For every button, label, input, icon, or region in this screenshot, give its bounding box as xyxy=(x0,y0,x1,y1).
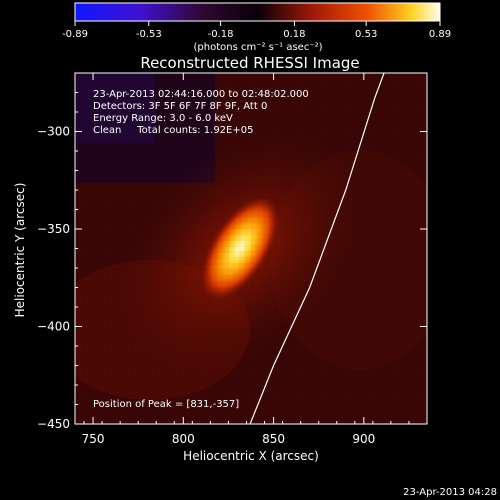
x-axis-label: Heliocentric X (arcsec) xyxy=(183,449,319,463)
footer-timestamp: 23-Apr-2013 04:28 xyxy=(403,487,497,498)
x-tick-label: 850 xyxy=(262,432,285,446)
colorbar-units: (photons cm⁻² s⁻¹ asec⁻²) xyxy=(193,42,322,53)
annotation-energy: Energy Range: 3.0 - 6.0 keV xyxy=(93,113,233,124)
solar-limb-curve xyxy=(249,73,385,424)
colorbar-tick-label: 0.18 xyxy=(283,29,305,40)
y-tick-label: −300 xyxy=(37,125,70,139)
colorbar-tick-label: 0.89 xyxy=(429,29,451,40)
colorbar xyxy=(74,2,441,22)
colorbar-ticks: -0.89 -0.53 -0.18 0.18 0.53 0.89 xyxy=(62,21,451,40)
x-axis: 750 800 850 900 xyxy=(82,73,410,446)
y-axis-label: Heliocentric Y (arcsec) xyxy=(13,183,27,318)
colorbar-tick-label: -0.53 xyxy=(136,29,162,40)
y-tick-label: −450 xyxy=(37,417,70,431)
x-tick-label: 750 xyxy=(82,432,105,446)
colorbar-tick-label: -0.18 xyxy=(208,29,234,40)
annotation-detectors: Detectors: 3F 5F 6F 7F 8F 9F, Att 0 xyxy=(93,101,267,112)
annotation-clean: Clean Total counts: 1.92E+05 xyxy=(93,125,253,136)
x-tick-label: 900 xyxy=(352,432,375,446)
y-tick-label: −350 xyxy=(37,222,70,236)
colorbar-tick-label: 0.53 xyxy=(355,29,377,40)
annotation-time-range: 23-Apr-2013 02:44:16.000 to 02:48:02.000 xyxy=(93,89,309,100)
y-axis: −300 −350 −400 −450 xyxy=(37,72,427,431)
heatmap-image xyxy=(75,73,427,424)
chart-title: Reconstructed RHESSI Image xyxy=(140,54,359,72)
y-tick-label: −400 xyxy=(37,320,70,334)
x-tick-label: 800 xyxy=(172,432,195,446)
annotation-peak: Position of Peak = [831,-357] xyxy=(93,399,239,410)
colorbar-tick-label: -0.89 xyxy=(62,29,88,40)
